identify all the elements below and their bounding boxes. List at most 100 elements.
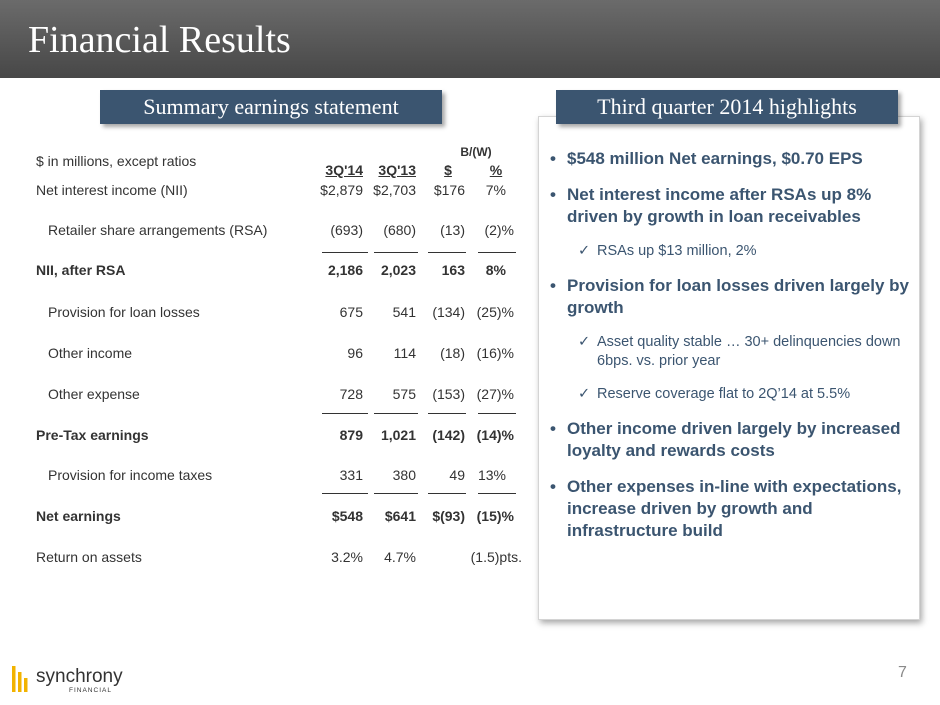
bullet-dot-icon: •	[550, 149, 556, 168]
highlights-list: • $548 million Net earnings, $0.70 EPS •…	[550, 148, 910, 556]
subpoint-text: Asset quality stable … 30+ delinquencies…	[597, 334, 901, 369]
row-label: Pre-Tax earnings	[36, 427, 149, 443]
cell-3q14: (693)	[330, 222, 363, 238]
highlight-bullet: • Other income driven largely by increas…	[550, 418, 910, 462]
cell-3q14: 728	[339, 386, 363, 402]
logo-subtitle: FINANCIAL	[69, 687, 112, 694]
checkmark-icon: ✓	[578, 243, 591, 259]
subtotal-rule	[322, 493, 368, 494]
cell-bw-dollar: $176	[433, 182, 465, 198]
col-header-dollar: $	[444, 162, 452, 178]
page-number: 7	[898, 664, 907, 681]
subpoint-text: RSAs up $13 million, 2%	[597, 243, 757, 259]
col-header-3q13: 3Q'13	[378, 162, 416, 178]
bullet-dot-icon: •	[550, 419, 556, 438]
row-label: Provision for income taxes	[48, 467, 213, 483]
row-label: Provision for loan losses	[48, 304, 200, 320]
cell-3q14: 96	[347, 345, 363, 361]
cell-bw-dollar: $(93)	[432, 508, 465, 524]
highlight-text: Net interest income after RSAs up 8% dri…	[567, 185, 872, 226]
cell-bw-percent: (27)%	[476, 386, 514, 402]
subtotal-rule	[478, 252, 516, 253]
logo-wordmark: synchrony	[36, 666, 123, 687]
cell-3q13: (680)	[383, 222, 416, 238]
page-title: Financial Results	[28, 19, 291, 61]
cell-3q14: 331	[339, 467, 363, 483]
cell-3q14: 675	[339, 304, 363, 320]
cell-bw-points: (1.5)pts.	[470, 549, 522, 565]
subtotal-rule	[428, 493, 466, 494]
highlight-subpoint: ✓ Reserve coverage flat to 2Q’14 at 5.5%	[550, 385, 910, 404]
cell-3q13: 380	[392, 467, 416, 483]
subtotal-rule	[374, 252, 418, 253]
highlight-text: Other income driven largely by increased…	[567, 419, 901, 460]
row-label: Retailer share arrangements (RSA)	[48, 222, 268, 238]
cell-3q14: 2,186	[327, 262, 363, 278]
cell-3q13: 1,021	[380, 427, 416, 443]
summary-badge: Summary earnings statement	[100, 90, 442, 124]
subtotal-rule	[428, 252, 466, 253]
bullet-dot-icon: •	[550, 477, 556, 496]
subtotal-rule	[322, 252, 368, 253]
subtotal-rule	[428, 413, 466, 414]
row-label: Other expense	[48, 386, 140, 402]
highlight-bullet: • Other expenses in-line with expectatio…	[550, 476, 910, 542]
cell-3q13: 575	[392, 386, 416, 402]
row-label: Net interest income (NII)	[36, 182, 188, 198]
cell-3q13: 2,023	[380, 262, 416, 278]
highlights-panel	[538, 116, 920, 620]
cell-3q14: $548	[331, 508, 363, 524]
bullet-dot-icon: •	[550, 276, 556, 295]
cell-bw-percent: 8%	[485, 262, 506, 278]
row-label: Return on assets	[36, 549, 142, 565]
cell-bw-dollar: (142)	[432, 427, 465, 443]
subtotal-rule	[374, 493, 418, 494]
col-header-3q14: 3Q'14	[325, 162, 363, 178]
cell-bw-percent: (25)%	[476, 304, 514, 320]
col-header-percent: %	[489, 162, 503, 178]
cell-bw-percent: (16)%	[476, 345, 514, 361]
cell-bw-percent: (2)%	[484, 222, 514, 238]
checkmark-icon: ✓	[578, 334, 591, 350]
highlight-text: Other expenses in-line with expectations…	[567, 477, 902, 540]
highlight-subpoint: ✓ RSAs up $13 million, 2%	[550, 242, 910, 261]
highlight-text: $548 million Net earnings, $0.70 EPS	[567, 149, 863, 168]
cell-3q13: $641	[384, 508, 416, 524]
cell-bw-dollar: 49	[449, 467, 465, 483]
cell-bw-percent: 7%	[485, 182, 506, 198]
highlight-bullet: • $548 million Net earnings, $0.70 EPS	[550, 148, 910, 170]
cell-3q13: $2,703	[373, 182, 416, 198]
row-label: Net earnings	[36, 508, 121, 524]
cell-bw-dollar: (153)	[432, 386, 465, 402]
cell-3q14: 879	[339, 427, 363, 443]
title-bar: Financial Results	[0, 0, 940, 78]
bw-header: B/(W)	[460, 145, 492, 159]
synchrony-logo-mark: synchrony FINANCIAL	[12, 666, 123, 694]
subtotal-rule	[478, 413, 516, 414]
subtotal-rule	[322, 413, 368, 414]
cell-3q13: 541	[392, 304, 416, 320]
bullet-dot-icon: •	[550, 185, 556, 204]
table-caption: $ in millions, except ratios	[36, 153, 197, 169]
cell-bw-percent: 13%	[477, 467, 506, 483]
highlight-subpoint: ✓ Asset quality stable … 30+ delinquenci…	[550, 333, 910, 371]
row-label: NII, after RSA	[36, 262, 126, 278]
cell-bw-dollar: 163	[441, 262, 465, 278]
cell-bw-dollar: (18)	[440, 345, 465, 361]
synchrony-logo: synchrony FINANCIAL	[12, 662, 132, 699]
highlight-bullet: • Provision for loan losses driven large…	[550, 275, 910, 319]
row-label: Other income	[48, 345, 133, 361]
cell-bw-percent: (14)%	[476, 427, 514, 443]
cell-3q13: 4.7%	[384, 549, 416, 565]
subtotal-rule	[374, 413, 418, 414]
checkmark-icon: ✓	[578, 386, 591, 402]
highlights-badge: Third quarter 2014 highlights	[556, 90, 898, 124]
cell-bw-dollar: (13)	[440, 222, 465, 238]
highlight-bullet: • Net interest income after RSAs up 8% d…	[550, 184, 910, 228]
subpoint-text: Reserve coverage flat to 2Q’14 at 5.5%	[597, 386, 851, 402]
cell-3q14: 3.2%	[331, 549, 363, 565]
highlight-text: Provision for loan losses driven largely…	[567, 276, 910, 317]
cell-3q13: 114	[393, 345, 416, 361]
cell-bw-dollar: (134)	[432, 304, 465, 320]
subtotal-rule	[478, 493, 516, 494]
